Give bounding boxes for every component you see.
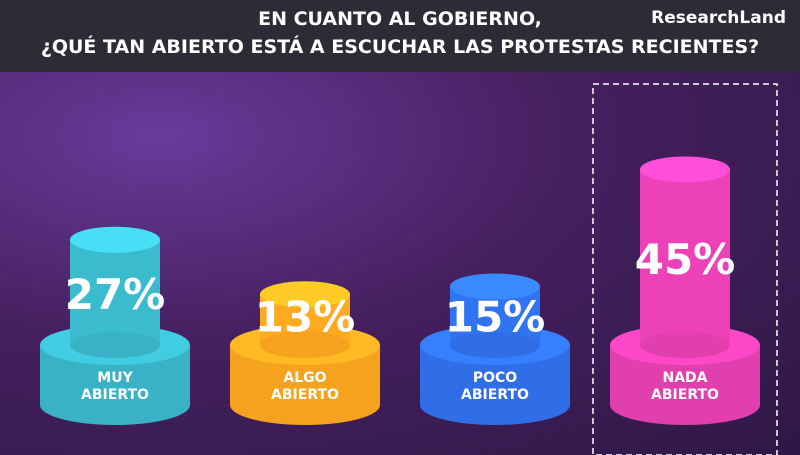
value-label: 45% xyxy=(635,235,736,284)
bar-top xyxy=(260,281,350,308)
bar-top xyxy=(640,156,730,183)
subtitle: ¿QUÉ TAN ABIERTO ESTÁ A ESCUCHAR LAS PRO… xyxy=(40,36,760,58)
category-label: NADA ABIERTO xyxy=(651,370,719,403)
bar-bottom xyxy=(70,332,160,358)
pedestal-bottom xyxy=(230,385,380,425)
pedestal-bottom xyxy=(610,385,760,425)
bar-top xyxy=(450,273,540,300)
category-label: MUY ABIERTO xyxy=(81,370,149,403)
category-label: ALGO ABIERTO xyxy=(271,370,339,403)
value-label: 27% xyxy=(65,270,166,319)
brand-logo: ResearchLand xyxy=(651,8,786,28)
highlight-box xyxy=(592,83,778,455)
title: EN CUANTO AL GOBIERNO, xyxy=(258,8,542,30)
value-label: 13% xyxy=(255,293,356,342)
bar xyxy=(70,239,160,345)
header: EN CUANTO AL GOBIERNO, ¿QUÉ TAN ABIERTO … xyxy=(0,0,800,72)
bar-top xyxy=(70,226,160,253)
value-label: 15% xyxy=(445,293,546,342)
pedestal-bottom xyxy=(40,385,190,425)
pedestal-bottom xyxy=(420,385,570,425)
category-label: POCO ABIERTO xyxy=(461,370,529,403)
bar-bottom xyxy=(450,332,540,358)
bar-bottom xyxy=(640,332,730,358)
bar xyxy=(640,169,730,345)
bar-bottom xyxy=(260,332,350,358)
